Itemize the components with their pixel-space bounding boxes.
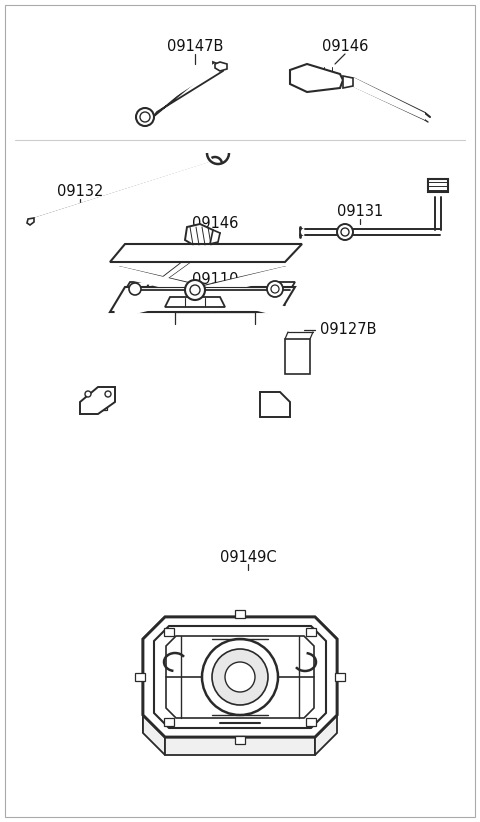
Circle shape [202,639,278,715]
Circle shape [136,108,154,126]
Bar [284,639,312,667]
Polygon shape [165,737,315,755]
Polygon shape [80,387,115,414]
Polygon shape [260,282,295,307]
Polygon shape [290,64,343,92]
Polygon shape [353,77,425,120]
Bar [222,640,258,658]
Text: 09110: 09110 [192,271,238,287]
Circle shape [190,285,200,295]
Text: 09131: 09131 [337,205,383,219]
Bar [306,718,316,726]
Polygon shape [215,62,227,71]
Polygon shape [160,233,220,284]
Circle shape [267,281,283,297]
Bar [235,736,245,744]
Polygon shape [143,617,337,737]
Circle shape [129,283,141,295]
Bar [85,405,107,410]
Bar [285,339,310,374]
Circle shape [85,391,91,397]
Bar [306,629,316,636]
Text: 09127B: 09127B [320,322,376,338]
Circle shape [140,112,150,122]
Circle shape [225,662,255,692]
Text: 09132: 09132 [57,184,103,200]
Polygon shape [428,179,448,192]
Text: 09149C: 09149C [220,549,276,565]
Polygon shape [27,218,34,225]
Polygon shape [153,62,223,117]
Polygon shape [154,626,326,728]
Polygon shape [210,230,220,244]
Circle shape [271,285,279,293]
Circle shape [212,649,268,705]
Polygon shape [143,715,165,755]
Bar [335,673,345,681]
Polygon shape [110,287,295,312]
Circle shape [341,228,349,236]
Text: 09146: 09146 [192,216,238,232]
Polygon shape [315,715,337,755]
Polygon shape [343,76,353,88]
Circle shape [337,224,353,240]
Bar [168,639,196,667]
Circle shape [185,280,205,300]
Polygon shape [115,282,150,307]
Polygon shape [166,636,314,718]
Polygon shape [165,297,225,307]
Text: 09146: 09146 [322,39,368,54]
Polygon shape [185,224,215,246]
Bar [235,610,245,618]
Bar [164,629,174,636]
Circle shape [105,391,111,397]
Bar [135,673,145,681]
Polygon shape [110,244,302,262]
Text: 09147B: 09147B [167,39,223,54]
Polygon shape [260,392,290,417]
Bar [85,394,107,399]
Polygon shape [143,617,337,737]
Bar [164,718,174,726]
